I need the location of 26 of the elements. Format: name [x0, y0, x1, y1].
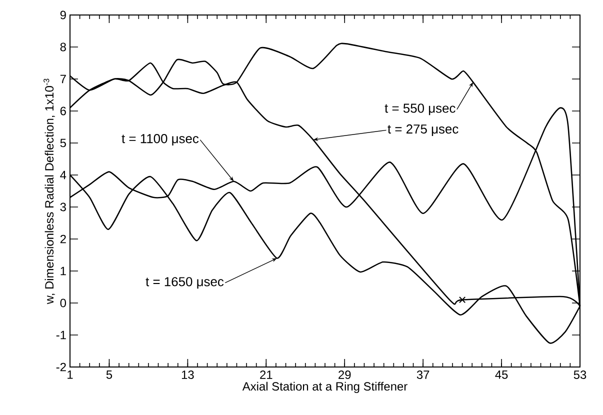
x-tick-label: 37 — [416, 370, 430, 379]
x-tick-label: 21 — [260, 370, 272, 379]
y-tick-label: -1 — [56, 330, 66, 340]
y-tick-label: 7 — [60, 74, 66, 84]
y-tick-label: 1 — [60, 266, 66, 276]
y-tick-label: 3 — [60, 202, 66, 212]
y-tick-label: 9 — [60, 10, 66, 20]
x-axis-title: Axial Station at a Ring Stiffener — [242, 382, 408, 393]
annotation: t = 1650 μsec — [146, 277, 224, 289]
x-tick-label: 29 — [338, 370, 351, 379]
x-tick-label: 5 — [106, 370, 112, 379]
y-tick-label: 8 — [60, 42, 66, 52]
x-tick-label: 1 — [68, 370, 73, 379]
annotation: t = 1100 μsec — [122, 134, 199, 146]
y-axis-title: w, Dimensionless Radial Deflection, 1x10$^{-3}$ — [44, 78, 55, 304]
annotation: t = 275 μsec — [388, 124, 458, 136]
y-tick-label: 2 — [60, 234, 66, 244]
annotation: t = 550 μsec — [384, 104, 456, 116]
x-tick-label: 45 — [495, 370, 508, 379]
x-tick-label: 13 — [182, 370, 194, 379]
y-tick-label: 0 — [60, 298, 66, 308]
y-tick-label: -2 — [56, 362, 66, 372]
y-tick-label: 6 — [60, 106, 66, 116]
x-tick-label: 53 — [574, 370, 586, 379]
y-tick-label: 4 — [60, 170, 66, 180]
y-tick-label: 5 — [60, 138, 66, 148]
